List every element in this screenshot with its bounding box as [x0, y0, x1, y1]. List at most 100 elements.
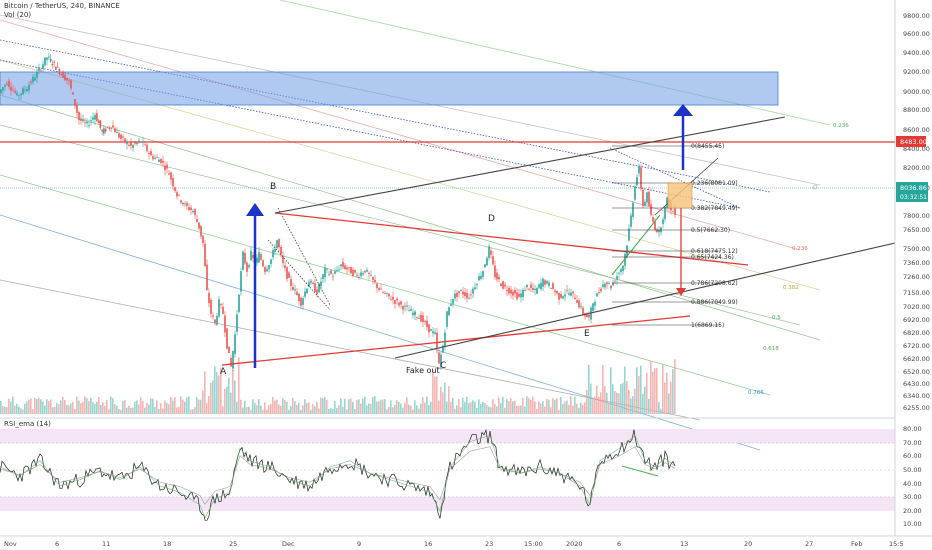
candle-body	[288, 272, 290, 278]
volume-bar	[316, 401, 318, 414]
volume-bar	[668, 393, 670, 414]
volume-bar	[280, 405, 282, 414]
candle-body	[214, 319, 216, 324]
volume-bar	[238, 357, 240, 414]
candle-body	[540, 282, 542, 290]
candle-body	[452, 298, 454, 304]
volume-bar	[314, 406, 316, 414]
volume-bar	[460, 407, 462, 414]
candle-body	[316, 289, 318, 295]
volume-bar	[76, 396, 78, 414]
volume-bar	[286, 401, 288, 414]
volume-bar	[148, 404, 150, 414]
candle-body	[422, 315, 424, 323]
candle-body	[478, 275, 480, 281]
point-a-label: A	[220, 367, 227, 377]
candle-body	[74, 99, 76, 106]
candle-body	[402, 306, 404, 310]
volume-bar	[326, 400, 328, 414]
volume-bar	[638, 375, 640, 414]
volume-bar	[654, 368, 656, 414]
candle-body	[334, 271, 336, 274]
volume-bar	[500, 403, 502, 414]
candle-body	[282, 256, 284, 264]
candle-body	[300, 297, 302, 306]
candle-body	[532, 287, 534, 290]
candle-body	[12, 89, 14, 91]
candle-body	[338, 269, 340, 271]
volume-bar	[48, 401, 50, 414]
candle-body	[416, 317, 418, 319]
volume-bar	[44, 405, 46, 414]
rsi-oversold-band	[0, 497, 895, 511]
volume-bar	[404, 402, 406, 414]
candle-body	[8, 80, 10, 87]
candle-body	[304, 291, 306, 297]
volume-bar	[102, 402, 104, 414]
candle-body	[396, 298, 398, 301]
candle-body	[322, 274, 324, 280]
candle-body	[350, 267, 352, 274]
volume-bar	[444, 382, 446, 414]
rsi-axis[interactable]: 80.00 70.00 60.00 50.00 40.00 30.00 20.00 10.00	[903, 425, 922, 528]
volume-bar	[576, 403, 578, 414]
candle-body	[568, 293, 570, 295]
volume-bar	[636, 367, 638, 414]
candle-body	[368, 273, 370, 275]
candle-body	[352, 269, 354, 276]
candle-body	[258, 252, 260, 263]
candle-body	[564, 294, 566, 297]
volume-bar	[210, 382, 212, 414]
volume-bar	[462, 397, 464, 414]
volume-bar	[666, 372, 668, 414]
volume-bar	[128, 405, 130, 414]
volume-bar	[590, 383, 592, 414]
volume-bar	[130, 407, 132, 414]
candle-body	[200, 225, 202, 237]
fib-level-label: 1(6869.15)	[691, 322, 724, 329]
triangle-lower-line	[221, 315, 691, 366]
volume-bar	[494, 404, 496, 414]
time-axis[interactable]: Nov 6 11 18 25 Dec 9 16 23 15:00 2020 6 13 20 27 Feb 15:…	[4, 540, 904, 548]
channel-label-0236-top: 0.236	[833, 123, 849, 129]
rsi-tick-label: 30.00	[903, 493, 922, 501]
volume-bar	[124, 399, 126, 414]
price-axis[interactable]: 9800.00 9600.00 9400.00 9200.00 9000.00 8800.…	[903, 12, 930, 412]
volume-bar	[172, 400, 174, 414]
volume-bar	[248, 406, 250, 414]
volume-bar	[22, 409, 24, 414]
volume-bar	[410, 405, 412, 414]
volume-bar	[188, 396, 190, 414]
volume-bar	[396, 400, 398, 414]
candle-body	[504, 284, 506, 287]
channel-label-0382: 0.382	[783, 285, 799, 291]
volume-bar	[626, 381, 628, 414]
projection-arrows	[246, 104, 693, 368]
candle-body	[344, 265, 346, 270]
volume-bar	[508, 401, 510, 414]
volume-bar	[84, 396, 86, 414]
channel-line-red	[0, 19, 801, 251]
volume-bar	[72, 401, 74, 414]
candle-body	[18, 95, 20, 97]
price-tick-label: 7360.00	[903, 259, 930, 267]
volume-bar	[206, 402, 208, 414]
volume-bar	[138, 404, 140, 414]
candle-body	[208, 292, 210, 304]
candle-body	[340, 264, 342, 267]
fib-level-label: 0.5(7662.30)	[691, 227, 730, 234]
rsi-ema-line	[0, 434, 676, 519]
volume-bar	[556, 398, 558, 414]
volume-bar	[470, 401, 472, 414]
time-tick-label: 2020	[566, 540, 583, 548]
candle-body	[476, 284, 478, 286]
candle-body	[474, 287, 476, 289]
volume-bar	[252, 399, 254, 414]
candle-body	[664, 206, 666, 220]
volume-bar	[236, 401, 238, 414]
candle-body	[222, 306, 224, 314]
volume-bar	[60, 400, 62, 414]
volume-bar	[594, 396, 596, 414]
volume-bar	[28, 399, 30, 414]
